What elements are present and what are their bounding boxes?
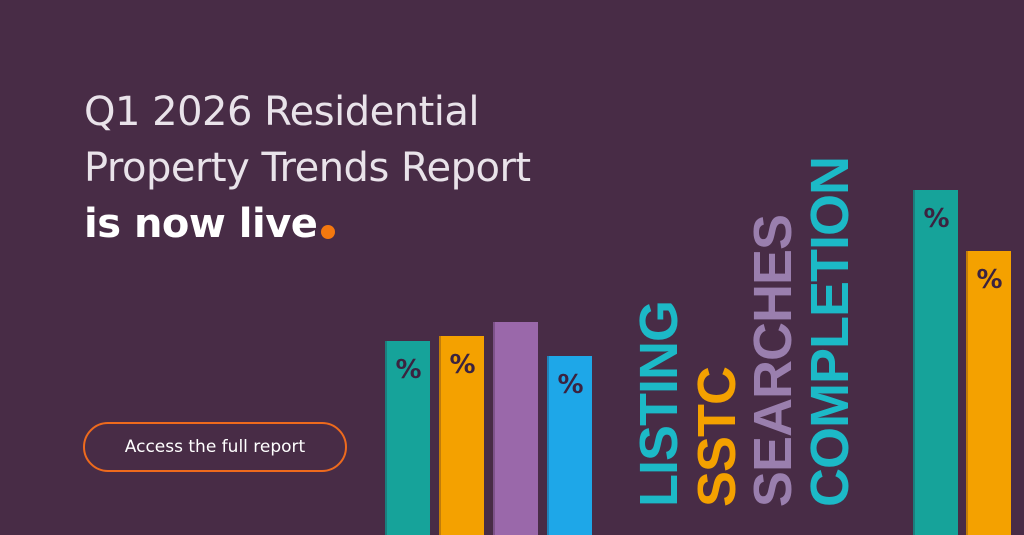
headline-line-1: Q1 2026 Residential bbox=[84, 89, 479, 135]
bar-orange-left: % bbox=[439, 336, 484, 535]
percent-label: % bbox=[449, 350, 476, 380]
percent-label: % bbox=[557, 370, 584, 400]
accent-dot bbox=[321, 225, 336, 239]
percent-label: % bbox=[976, 265, 1003, 295]
bar-teal-left: % bbox=[385, 341, 430, 535]
stage-word-listing: LISTING bbox=[629, 301, 689, 507]
access-report-button[interactable]: Access the full report bbox=[83, 422, 347, 472]
stage-word-searches: SEARCHES bbox=[743, 214, 803, 507]
percent-label: % bbox=[395, 355, 422, 385]
headline-line-3: is now live bbox=[84, 196, 531, 252]
stage-word-completion: COMPLETION bbox=[800, 157, 860, 507]
bar-purple-left bbox=[493, 322, 538, 535]
stage-word-sstc: SSTC bbox=[687, 366, 747, 507]
headline-line-2: Property Trends Report bbox=[84, 145, 531, 191]
percent-label: % bbox=[923, 204, 950, 234]
bar-teal-right: % bbox=[913, 190, 958, 535]
bar-blue-left: % bbox=[547, 356, 592, 535]
headline: Q1 2026 Residential Property Trends Repo… bbox=[84, 84, 531, 252]
headline-emphasis: is now live bbox=[84, 201, 318, 247]
bar-orange-right: % bbox=[966, 251, 1011, 535]
